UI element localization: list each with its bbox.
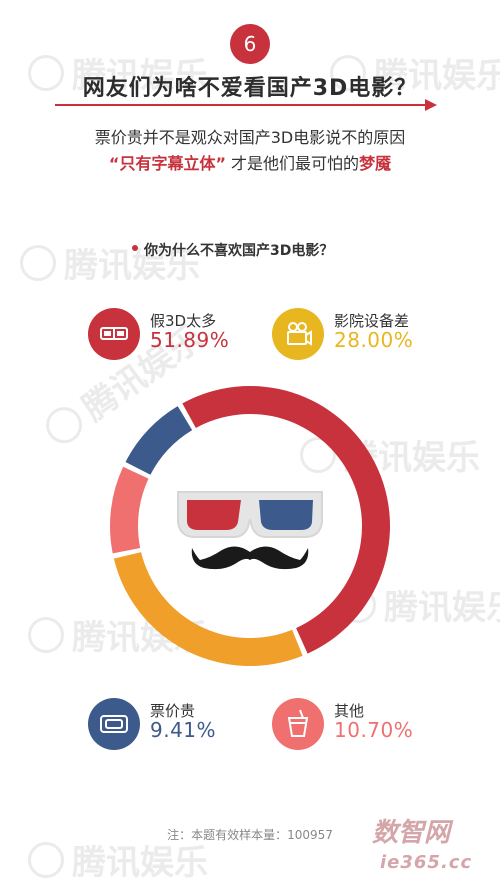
3d-glasses-icon — [88, 308, 140, 360]
site-logo-url: ie365.cc — [380, 852, 473, 873]
legend-value: 10.70% — [334, 718, 414, 742]
movie-camera-icon-svg — [287, 322, 312, 346]
movie-camera-icon — [272, 308, 324, 360]
donut-slice-1 — [113, 552, 303, 667]
subtitle-line-2: “只有字幕立体” 才是他们最可怕的梦魇 — [0, 150, 500, 174]
glasses-mustache-graphic — [177, 491, 323, 570]
site-logo-text: 数智网 — [372, 818, 451, 848]
ticket-icon-svg — [100, 715, 128, 733]
legend-value: 51.89% — [150, 328, 230, 352]
3d-glasses-icon-svg — [100, 327, 128, 340]
drink-cup-icon-svg — [287, 709, 309, 737]
legend-label: 影院设备差 — [334, 312, 410, 330]
subtitle-line-1: 票价贵并不是观众对国产3D电影说不的原因 — [94, 128, 406, 147]
blue-lens — [259, 500, 313, 530]
drink-cup-icon — [272, 698, 324, 750]
donut-slice-0 — [182, 385, 391, 654]
legend-label: 假3D太多 — [150, 312, 217, 330]
legend-label: 其他 — [334, 702, 365, 720]
page-title: 网友们为啥不爱看国产3D电影？ — [82, 76, 418, 101]
red-lens — [187, 500, 241, 530]
mustache — [191, 546, 309, 570]
subtitle-quote: “只有字幕立体” — [108, 154, 226, 173]
subtitle-middle: 才是他们最可怕的 — [225, 154, 360, 173]
step-badge: 6 — [230, 24, 270, 64]
legend-label: 票价贵 — [150, 702, 196, 720]
donut-slice-3 — [125, 406, 193, 475]
legend-value: 9.41% — [150, 718, 217, 742]
subtitle-emphasis: 梦魇 — [359, 154, 392, 173]
legend-value: 28.00% — [334, 328, 414, 352]
title-underline — [55, 99, 437, 111]
donut-slice-2 — [110, 466, 149, 554]
chart-question: 你为什么不喜欢国产3D电影？ — [131, 240, 333, 260]
sample-size-note: 注：本题有效样本量：100957 — [167, 828, 333, 842]
donut-slices — [110, 385, 391, 667]
ticket-icon — [88, 698, 140, 750]
